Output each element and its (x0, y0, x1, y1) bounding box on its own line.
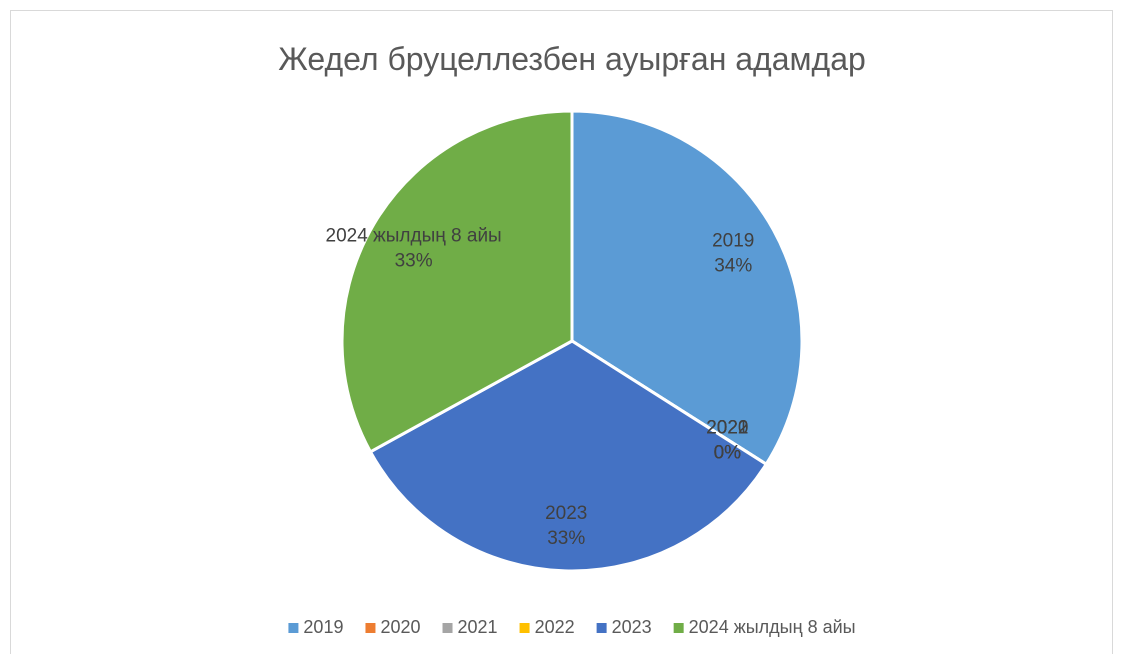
legend-swatch (519, 623, 530, 633)
pie-slice (340, 109, 574, 454)
data-label-category: 2023 (545, 503, 587, 524)
legend-swatch (288, 623, 299, 633)
chart-title: Жедел бруцеллезбен ауырған адамдар (278, 41, 866, 77)
legend-swatch (673, 623, 684, 633)
data-label-value: 0% (714, 443, 742, 464)
legend-swatch (442, 623, 453, 633)
data-label: 2021 0% (706, 418, 748, 464)
legend-label: 2019 (303, 617, 343, 637)
data-label: 2022 0% (706, 418, 748, 464)
data-label-category: 2021 (706, 418, 748, 439)
data-label-category: 2019 (712, 230, 754, 251)
legend-label: 2020 (380, 617, 420, 637)
data-label: 2020 0% (706, 418, 748, 464)
legend-swatch (596, 623, 607, 633)
legend-swatch (365, 623, 376, 633)
data-label-value: 33% (395, 250, 433, 271)
legend-label: 2021 (458, 617, 498, 637)
legend-label: 2022 (535, 617, 575, 637)
data-label: 2024 жылдың 8 айы 33% (326, 225, 502, 271)
data-label-category: 2020 (706, 418, 748, 439)
data-label-value: 0% (714, 443, 742, 464)
legend: 2019 2020 2021 2022 2023 2024 жылдың 8 айы (288, 617, 856, 637)
data-label-value: 34% (714, 255, 752, 276)
data-label-value: 33% (547, 528, 585, 549)
data-label-category: 2024 жылдың 8 айы (326, 225, 502, 246)
data-label: 2023 33% (545, 503, 587, 549)
legend-label: 2023 (612, 617, 652, 637)
data-label-value: 0% (714, 443, 742, 464)
data-label-category: 2022 (706, 418, 748, 439)
chart-border (10, 10, 1113, 654)
legend-label: 2024 жылдың 8 айы (689, 617, 856, 637)
data-label: 2019 34% (712, 230, 754, 276)
